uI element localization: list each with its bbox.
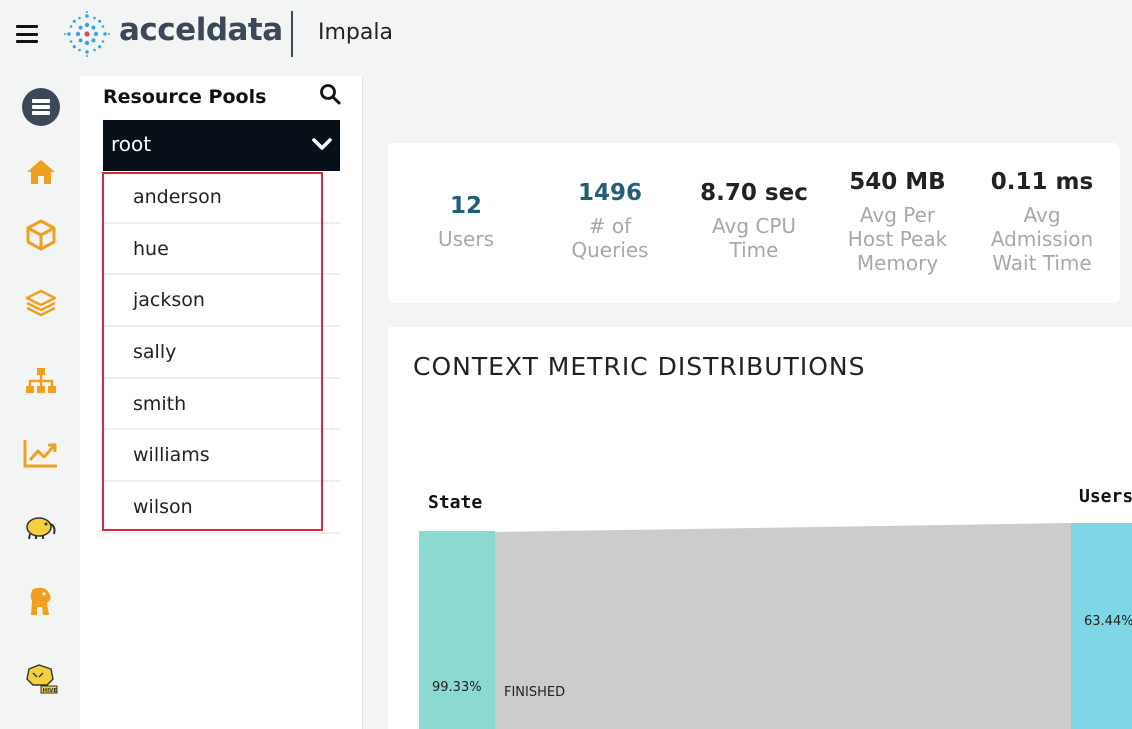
stats-card: 12 Users 1496 # of Queries 8.70 sec Avg …: [388, 143, 1120, 303]
pool-option-wilson[interactable]: wilson: [103, 482, 340, 534]
stat-queries: 1496 # of Queries: [555, 180, 665, 262]
top-bar: acceldata Impala: [0, 0, 1132, 76]
trend-chart-icon[interactable]: [20, 432, 62, 474]
resource-pools-title: Resource Pools: [103, 86, 267, 108]
acceldata-logo-icon: [64, 11, 110, 57]
left-axis-label: State: [428, 492, 482, 513]
stat-value: 1496: [577, 180, 642, 206]
distribution-title: CONTEXT METRIC DISTRIBUTIONS: [413, 352, 866, 381]
stat-label: Users: [437, 227, 494, 251]
sankey-flow-finished[interactable]: [495, 523, 1071, 729]
stat-users: 12 Users: [406, 193, 526, 251]
selected-pool-value: root: [111, 132, 152, 156]
search-icon[interactable]: [318, 82, 342, 106]
stat-value: 8.70 sec: [700, 180, 808, 206]
pool-option-sally[interactable]: sally: [103, 327, 340, 379]
hive-icon[interactable]: HIVE: [20, 658, 62, 700]
resource-pool-dropdown[interactable]: root: [103, 120, 340, 171]
flow-label: FINISHED: [504, 685, 565, 700]
right-node-percentage: 63.44%: [1084, 614, 1132, 629]
icon-rail: HIVE: [0, 76, 80, 729]
left-node-percentage: 99.33%: [432, 680, 482, 695]
app-title: Impala: [318, 20, 393, 45]
elephant-icon[interactable]: [20, 581, 62, 623]
pool-option-hue[interactable]: hue: [103, 224, 340, 276]
resource-pool-options: anderson hue jackson sally smith williams wils…: [103, 172, 340, 534]
stat-avg-peak-memory: 540 MB Avg Per Host Peak Memory: [840, 169, 955, 275]
stat-label: Avg Per Host Peak Memory: [847, 203, 948, 275]
hadoop-elephant-icon[interactable]: [20, 506, 62, 548]
sankey-node-state[interactable]: [419, 531, 495, 729]
stat-label: Avg CPU Time: [711, 214, 797, 262]
pool-option-williams[interactable]: williams: [103, 430, 340, 483]
server-icon[interactable]: [20, 86, 62, 128]
pool-option-anderson[interactable]: anderson: [103, 172, 340, 224]
sankey-node-users[interactable]: [1071, 523, 1132, 729]
pool-option-smith[interactable]: smith: [103, 379, 340, 431]
brand-name: acceldata: [119, 12, 283, 48]
pool-option-jackson[interactable]: jackson: [103, 275, 340, 328]
cube-icon[interactable]: [20, 214, 62, 256]
stat-avg-admission-wait: 0.11 ms Avg Admission Wait Time: [982, 169, 1102, 275]
stat-value: 540 MB: [849, 169, 946, 195]
svg-text:HIVE: HIVE: [43, 688, 58, 694]
layers-icon[interactable]: [20, 282, 62, 324]
chevron-down-icon: [312, 138, 332, 150]
right-axis-label: Users: [1079, 486, 1132, 507]
stat-value: 0.11 ms: [990, 169, 1094, 195]
resource-pool-panel: Resource Pools root anderson hue jackson sa…: [80, 76, 363, 729]
stat-label: Avg Admission Wait Time: [990, 203, 1094, 275]
sankey-chart: State Users 99.33% FINISHED 63.44%: [419, 486, 1132, 729]
header-divider: [291, 11, 293, 57]
sitemap-icon[interactable]: [20, 360, 62, 402]
stat-label: # of Queries: [571, 214, 649, 262]
hamburger-menu-icon[interactable]: [16, 25, 38, 43]
home-icon[interactable]: [20, 151, 62, 193]
stat-value: 12: [449, 193, 482, 219]
stat-avg-cpu-time: 8.70 sec Avg CPU Time: [694, 180, 814, 262]
